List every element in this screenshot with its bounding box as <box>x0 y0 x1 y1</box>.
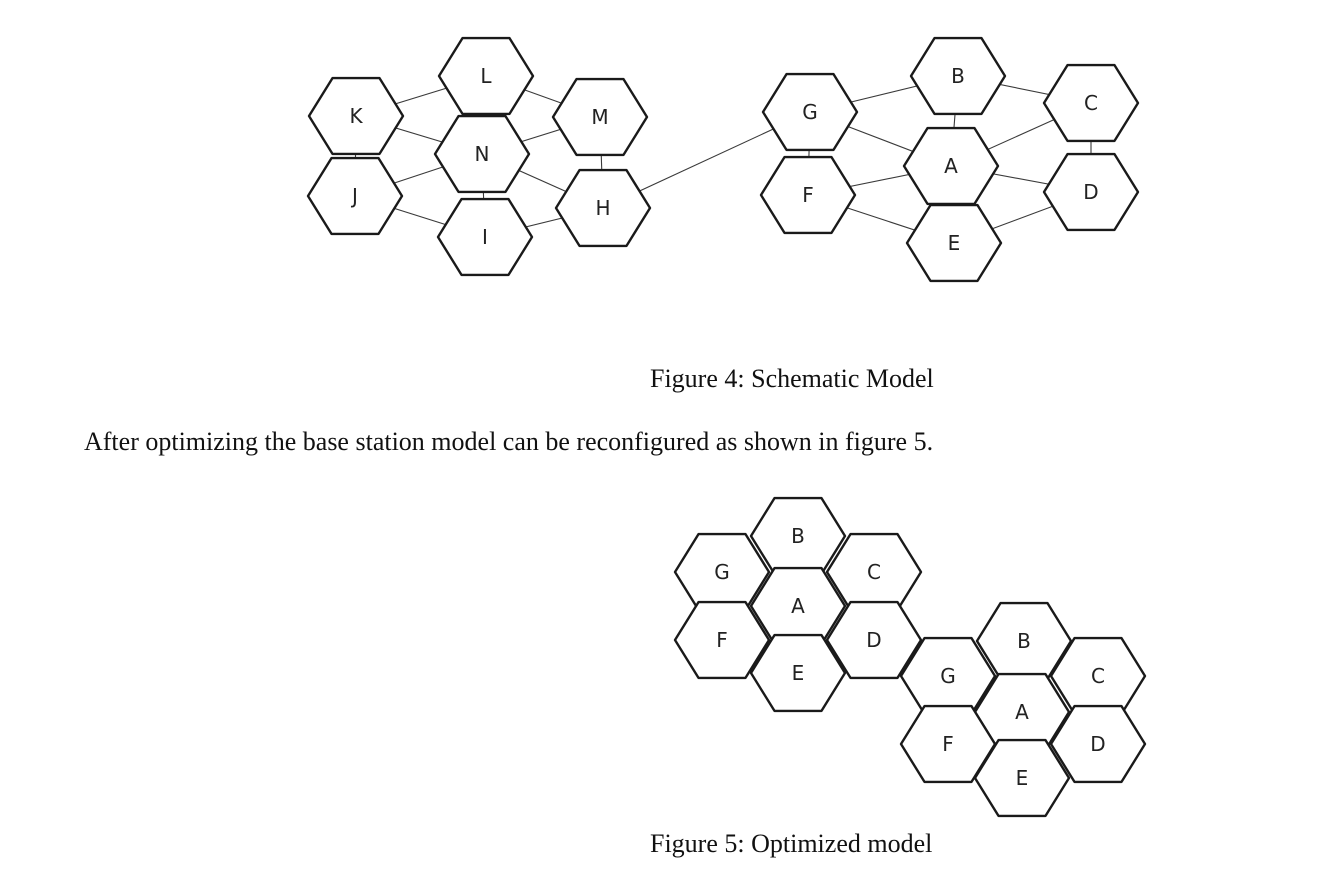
fig5-cluster2-cell-d-label: D <box>1090 732 1105 756</box>
fig4-cell-e: E <box>905 203 1003 283</box>
fig5-cluster2-cell-f-hexagon <box>899 704 997 784</box>
fig4-cell-j-hexagon <box>306 156 404 236</box>
fig4-cell-d: D <box>1042 152 1140 232</box>
figure-5-caption: Figure 5: Optimized model <box>650 829 933 858</box>
fig4-cell-m-label: M <box>591 105 608 129</box>
figure-4-caption: Figure 4: Schematic Model <box>650 364 934 393</box>
fig5-cluster1-cell-f-label: F <box>716 628 728 652</box>
fig5-cluster2-cell-b-label: B <box>1017 629 1031 653</box>
figure-5-optimized-model: B G C A F D E B G C A F D E <box>673 496 1147 818</box>
fig5-cluster1-cell-e-label: E <box>792 661 805 685</box>
body-paragraph: After optimizing the base station model … <box>84 427 934 456</box>
fig4-cell-j-label: J <box>350 184 358 208</box>
fig4-cell-h-hexagon <box>554 168 652 248</box>
fig4-cell-i: I <box>436 197 534 277</box>
fig4-cell-e-hexagon <box>905 203 1003 283</box>
fig5-cluster2-cell-e: E <box>973 738 1071 818</box>
fig4-cell-c: C <box>1042 63 1140 143</box>
fig4-cell-d-hexagon <box>1042 152 1140 232</box>
fig4-cell-a-hexagon <box>902 126 1000 206</box>
fig4-cell-b-hexagon <box>909 36 1007 116</box>
fig4-cell-e-label: E <box>948 231 961 255</box>
fig4-cell-i-hexagon <box>436 197 534 277</box>
fig5-cluster1-cell-d: D <box>825 600 923 680</box>
fig5-cluster1-cell-e-hexagon <box>749 633 847 713</box>
fig4-cell-g: G <box>761 72 859 152</box>
fig5-cluster1-cell-f: F <box>673 600 771 680</box>
fig5-cluster1-cell-a: A <box>749 566 847 646</box>
fig4-cell-k-hexagon <box>307 76 405 156</box>
fig4-cell-i-label: I <box>482 225 488 249</box>
fig5-cluster1-cell-g: G <box>673 532 771 612</box>
fig5-cluster1-cell-b-label: B <box>791 524 805 548</box>
figure-4-cells: K L M N J I H G B C A F D E <box>306 36 1140 283</box>
fig4-cell-l-label: L <box>480 64 492 88</box>
fig5-cluster2-cell-e-label: E <box>1016 766 1029 790</box>
fig4-cell-m-hexagon <box>551 77 649 157</box>
figure-4-schematic-model: K L M N J I H G B C A F D E <box>306 36 1140 283</box>
fig5-cluster2-cell-f: F <box>899 704 997 784</box>
fig4-cell-k-label: K <box>349 104 363 128</box>
fig5-cluster2-cell-d: D <box>1049 704 1147 784</box>
fig5-cluster1-cell-f-hexagon <box>673 600 771 680</box>
fig4-cell-j: J <box>306 156 404 236</box>
fig5-cluster2-cell-c-label: C <box>1091 664 1105 688</box>
fig4-cell-n-label: N <box>475 142 490 166</box>
fig5-cluster2-cell-g-label: G <box>940 664 956 688</box>
fig5-cluster2-cell-a-label: A <box>1015 700 1029 724</box>
fig4-cell-g-label: G <box>802 100 818 124</box>
fig5-cluster2-cell-e-hexagon <box>973 738 1071 818</box>
fig4-cell-c-hexagon <box>1042 63 1140 143</box>
fig4-cell-n: N <box>433 114 531 194</box>
fig4-cell-a-label: A <box>944 154 958 178</box>
fig4-cell-g-hexagon <box>761 72 859 152</box>
fig5-cluster1-cell-a-label: A <box>791 594 805 618</box>
fig4-cell-c-label: C <box>1084 91 1098 115</box>
fig4-cell-n-hexagon <box>433 114 531 194</box>
fig4-cell-f: F <box>759 155 857 235</box>
fig5-cluster1-cell-g-label: G <box>714 560 730 584</box>
fig5-cluster2-cell-g: G <box>899 636 997 716</box>
fig5-cluster1-cell-d-label: D <box>866 628 881 652</box>
fig5-cluster1-cell-c-label: C <box>867 560 881 584</box>
fig4-cell-k: K <box>307 76 405 156</box>
fig4-cell-b-label: B <box>951 64 965 88</box>
fig5-cluster1-cell-e: E <box>749 633 847 713</box>
fig4-cell-a: A <box>902 126 1000 206</box>
fig4-cell-l: L <box>437 36 535 116</box>
fig4-cell-d-label: D <box>1083 180 1098 204</box>
fig5-cluster2-cell-d-hexagon <box>1049 704 1147 784</box>
fig5-cluster1-cell-b: B <box>749 496 847 576</box>
fig4-cell-f-hexagon <box>759 155 857 235</box>
fig4-cell-b: B <box>909 36 1007 116</box>
fig4-cell-m: M <box>551 77 649 157</box>
fig4-cell-l-hexagon <box>437 36 535 116</box>
figure-5-cells: B G C A F D E B G C A F D E <box>673 496 1147 818</box>
fig5-cluster1-cell-d-hexagon <box>825 600 923 680</box>
fig4-cell-h: H <box>554 168 652 248</box>
fig4-cell-f-label: F <box>802 183 814 207</box>
fig4-cell-h-label: H <box>595 196 610 220</box>
fig5-cluster2-cell-f-label: F <box>942 732 954 756</box>
